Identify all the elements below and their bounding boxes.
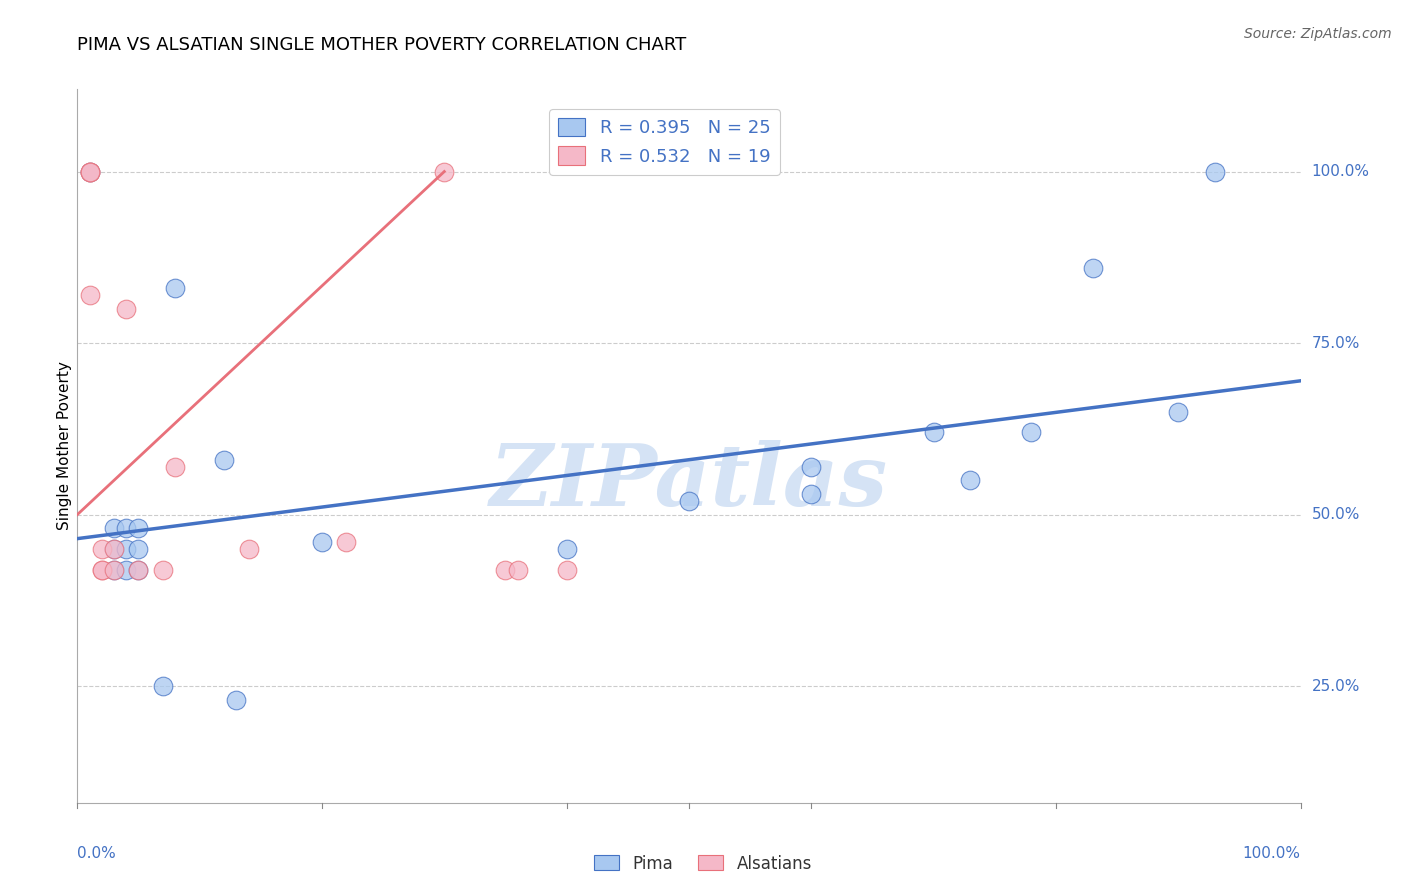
Text: 75.0%: 75.0%: [1312, 335, 1360, 351]
Point: [127, 541, 149, 556]
Legend: R = 0.395   N = 25, R = 0.532   N = 19: R = 0.395 N = 25, R = 0.532 N = 19: [550, 109, 780, 175]
Point: [127, 562, 149, 576]
Point: [959, 473, 981, 487]
Text: ZIPatlas: ZIPatlas: [489, 440, 889, 524]
Point: [103, 562, 125, 576]
Point: [79, 288, 101, 302]
Text: 50.0%: 50.0%: [1312, 508, 1360, 522]
Point: [165, 281, 187, 295]
Point: [103, 562, 125, 576]
Point: [79, 164, 101, 178]
Point: [103, 541, 125, 556]
Point: [79, 164, 101, 178]
Point: [1021, 425, 1043, 440]
Text: 100.0%: 100.0%: [1243, 846, 1301, 861]
Point: [922, 425, 945, 440]
Point: [152, 679, 174, 693]
Point: [678, 494, 700, 508]
Point: [115, 521, 138, 535]
Text: Source: ZipAtlas.com: Source: ZipAtlas.com: [1244, 27, 1392, 41]
Text: 25.0%: 25.0%: [1312, 679, 1360, 694]
Point: [127, 521, 149, 535]
Point: [506, 562, 529, 576]
Text: 100.0%: 100.0%: [1312, 164, 1369, 179]
Point: [1081, 260, 1104, 275]
Text: 0.0%: 0.0%: [77, 846, 117, 861]
Point: [103, 541, 125, 556]
Point: [127, 562, 149, 576]
Point: [115, 301, 138, 316]
Point: [335, 535, 357, 549]
Point: [800, 459, 823, 474]
Point: [90, 562, 112, 576]
Point: [79, 164, 101, 178]
Y-axis label: Single Mother Poverty: Single Mother Poverty: [56, 361, 72, 531]
Text: PIMA VS ALSATIAN SINGLE MOTHER POVERTY CORRELATION CHART: PIMA VS ALSATIAN SINGLE MOTHER POVERTY C…: [77, 36, 686, 54]
Point: [225, 693, 247, 707]
Point: [433, 164, 456, 178]
Point: [115, 541, 138, 556]
Point: [90, 562, 112, 576]
Point: [555, 562, 578, 576]
Point: [555, 541, 578, 556]
Point: [103, 521, 125, 535]
Point: [495, 562, 517, 576]
Point: [311, 535, 333, 549]
Point: [152, 562, 174, 576]
Point: [1204, 164, 1226, 178]
Point: [115, 562, 138, 576]
Point: [165, 459, 187, 474]
Point: [238, 541, 260, 556]
Legend: Pima, Alsatians: Pima, Alsatians: [588, 848, 818, 880]
Point: [1167, 405, 1189, 419]
Point: [79, 164, 101, 178]
Point: [212, 452, 235, 467]
Point: [800, 487, 823, 501]
Point: [90, 541, 112, 556]
